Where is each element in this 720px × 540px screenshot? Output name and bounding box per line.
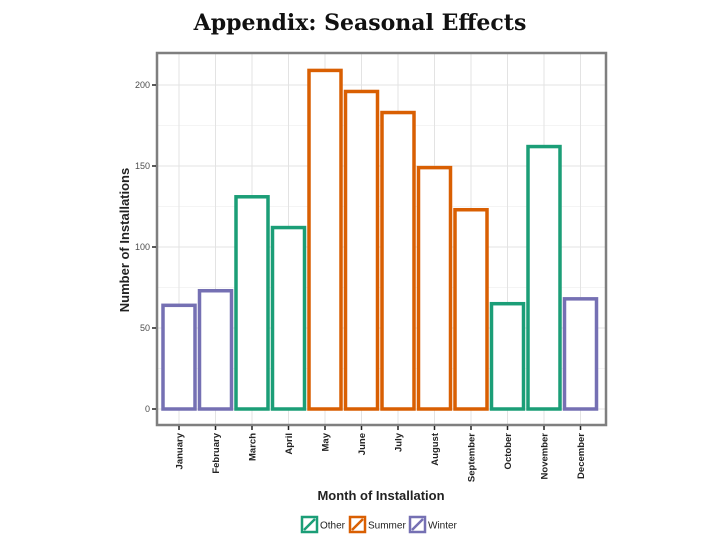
bar-april (270, 225, 307, 411)
legend-item-summer: Summer (348, 515, 406, 534)
x-tick-label: December (576, 433, 587, 479)
page-title: Appendix: Seasonal Effects (193, 10, 527, 36)
bar-august (416, 165, 453, 411)
x-tick-label: January (175, 432, 186, 469)
bar-october (489, 301, 526, 411)
bar-january (161, 303, 197, 411)
x-tick-label: November (540, 433, 551, 480)
bar-july (380, 110, 416, 411)
x-tick-label: October (503, 433, 514, 470)
y-axis-title: Number of Installations (117, 168, 132, 312)
bar-june (343, 89, 380, 411)
legend-item-other: Other (300, 515, 346, 534)
legend-label: Winter (428, 521, 458, 532)
y-tick-label: 50 (140, 323, 150, 333)
bar-may (307, 68, 343, 411)
y-tick-label: 0 (145, 404, 150, 414)
y-tick-label: 150 (135, 161, 150, 171)
x-tick-label: September (467, 433, 478, 482)
x-tick-label: April (284, 433, 295, 455)
y-tick-label: 200 (135, 80, 150, 90)
plot-panel-border (155, 51, 608, 427)
bar-september (453, 207, 489, 411)
bar-february (197, 288, 234, 411)
bars (161, 68, 599, 411)
legend-swatch-slash (351, 518, 364, 531)
x-tick-label: June (357, 433, 368, 455)
legend-label: Summer (368, 521, 406, 532)
legend-item-winter: Winter (408, 515, 458, 534)
x-tick-label: August (430, 432, 441, 466)
legend-label: Other (320, 521, 346, 532)
y-tick-label: 100 (135, 242, 150, 252)
bar-december (562, 297, 599, 411)
y-axis: 0 50 100 150 200 (135, 80, 156, 414)
x-tick-label: March (248, 433, 259, 461)
x-axis-title: Month of Installation (317, 488, 444, 503)
x-axis: January February March April May June July Augu… (175, 426, 587, 482)
x-tick-label: February (211, 432, 222, 473)
legend-swatch-slash (303, 518, 316, 531)
bar-march (234, 195, 270, 411)
x-tick-label: May (321, 432, 332, 451)
legend-swatch-slash (411, 518, 424, 531)
bar-november (526, 144, 562, 411)
x-tick-label: July (394, 432, 405, 452)
legend: Other Summer Winter (300, 515, 458, 534)
